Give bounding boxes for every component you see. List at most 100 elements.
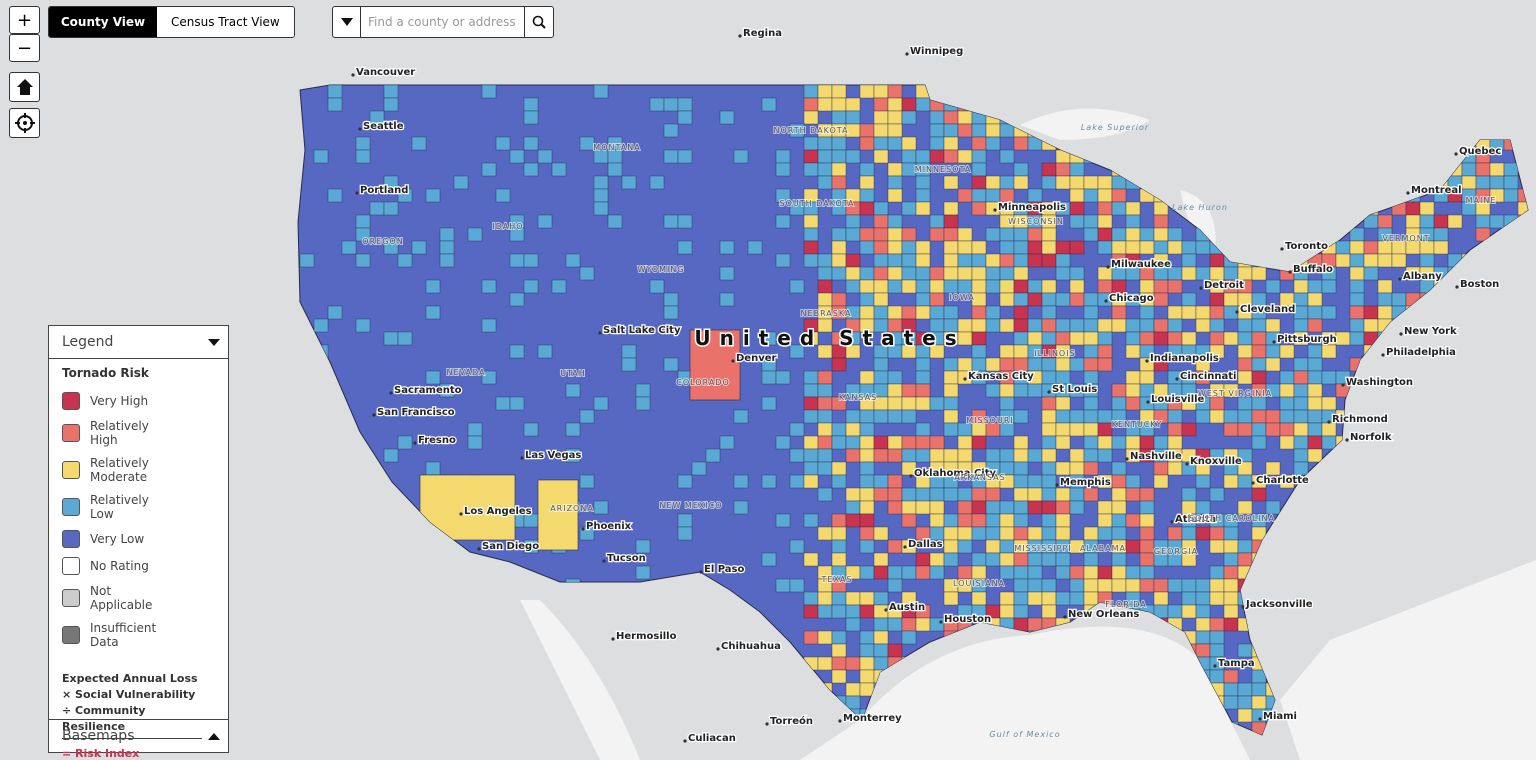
county-cell bbox=[1251, 266, 1267, 281]
search-input[interactable]: Find a county or address bbox=[368, 15, 516, 29]
country-label: United States bbox=[694, 326, 965, 350]
county-cell bbox=[607, 162, 623, 177]
city-dot bbox=[1398, 277, 1402, 281]
county-cell bbox=[1475, 175, 1491, 190]
county-cell bbox=[817, 175, 833, 190]
city-dot bbox=[1145, 359, 1149, 363]
county-cell bbox=[523, 422, 539, 437]
county-cell bbox=[817, 253, 833, 268]
state-label: IOWA bbox=[949, 293, 975, 302]
city-label: Quebec bbox=[1459, 146, 1501, 157]
zoom-out[interactable]: − bbox=[9, 34, 40, 62]
county-cell bbox=[1041, 162, 1057, 177]
county-cell bbox=[943, 526, 959, 541]
county-cell bbox=[1167, 422, 1183, 437]
county-cell bbox=[1153, 591, 1169, 606]
county-cell bbox=[733, 149, 749, 164]
county-cell bbox=[999, 344, 1015, 359]
city-dot bbox=[963, 377, 967, 381]
search-dropdown[interactable] bbox=[333, 7, 361, 37]
state-label: COLORADO bbox=[676, 378, 730, 387]
legend-header[interactable]: Legend bbox=[49, 326, 228, 359]
county-cell bbox=[635, 396, 651, 411]
county-cell bbox=[999, 253, 1015, 268]
county-cell bbox=[803, 396, 819, 411]
county-cell bbox=[817, 136, 833, 151]
state-label: LOUISIANA bbox=[953, 579, 1005, 588]
county-cell bbox=[1209, 643, 1225, 658]
city-label: Seattle bbox=[363, 121, 404, 132]
county-cell bbox=[887, 396, 903, 411]
county-cell bbox=[1027, 227, 1043, 242]
county-cell bbox=[425, 461, 441, 476]
county-cell bbox=[383, 85, 399, 99]
county-cell bbox=[1055, 240, 1071, 255]
county-cell bbox=[1097, 526, 1113, 541]
city-dot bbox=[939, 620, 943, 624]
zoom-in[interactable]: + bbox=[9, 6, 40, 34]
county-cell bbox=[1153, 227, 1169, 242]
county-cell bbox=[1335, 253, 1351, 268]
county-cell bbox=[887, 539, 903, 554]
basemaps-header[interactable]: Basemaps bbox=[49, 719, 228, 752]
county-cell bbox=[803, 552, 819, 567]
county-cell bbox=[845, 253, 861, 268]
tract-view-button[interactable]: Census Tract View bbox=[157, 7, 294, 37]
county-cell bbox=[355, 227, 371, 242]
county-cell bbox=[985, 448, 1001, 463]
city-label: Portland bbox=[360, 185, 408, 196]
county-cell bbox=[845, 97, 861, 112]
county-cell bbox=[1139, 240, 1155, 255]
county-cell bbox=[873, 552, 889, 567]
search-button[interactable] bbox=[524, 7, 553, 37]
county-cell bbox=[859, 292, 875, 307]
county-cell bbox=[733, 500, 749, 515]
city-dot bbox=[993, 208, 997, 212]
county-cell bbox=[915, 175, 931, 190]
county-cell bbox=[1265, 279, 1281, 294]
city-dot bbox=[358, 127, 362, 131]
county-cell bbox=[761, 331, 777, 346]
state-label: ARKANSAS bbox=[954, 473, 1005, 482]
county-cell bbox=[1293, 448, 1309, 463]
locate-button[interactable] bbox=[9, 108, 40, 138]
city-dot bbox=[1341, 383, 1345, 387]
county-cell bbox=[1153, 214, 1169, 229]
home-button[interactable] bbox=[9, 72, 40, 102]
city-dot bbox=[413, 441, 417, 445]
county-cell bbox=[551, 279, 567, 294]
city-label: Philadelphia bbox=[1386, 347, 1456, 358]
county-cell bbox=[803, 591, 819, 606]
county-cell bbox=[1055, 396, 1071, 411]
county-cell bbox=[719, 266, 735, 281]
county-cell bbox=[425, 305, 441, 320]
county-cell bbox=[327, 305, 343, 320]
city-label: Monterrey bbox=[843, 713, 902, 724]
county-cell bbox=[411, 240, 427, 255]
county-cell bbox=[887, 435, 903, 450]
county-view-button[interactable]: County View bbox=[49, 7, 157, 37]
county-cell bbox=[1097, 331, 1113, 346]
county-cell bbox=[369, 110, 385, 125]
city-label: Richmond bbox=[1332, 414, 1388, 425]
county-cell bbox=[1293, 383, 1309, 398]
county-cell bbox=[397, 331, 413, 346]
county-cell bbox=[1251, 396, 1267, 411]
county-cell bbox=[1237, 331, 1253, 346]
county-cell bbox=[341, 240, 357, 255]
city-label: Chicago bbox=[1109, 293, 1154, 304]
county-cell bbox=[1041, 578, 1057, 593]
county-cell bbox=[943, 123, 959, 138]
county-cell bbox=[1027, 292, 1043, 307]
county-cell bbox=[1489, 214, 1505, 229]
county-cell bbox=[1097, 513, 1113, 528]
county-cell bbox=[943, 240, 959, 255]
county-cell bbox=[873, 474, 889, 489]
county-cell bbox=[929, 617, 945, 632]
county-cell bbox=[859, 643, 875, 658]
county-cell bbox=[1223, 409, 1239, 424]
county-cell bbox=[845, 435, 861, 450]
county-cell bbox=[1083, 214, 1099, 229]
county-cell bbox=[1139, 578, 1155, 593]
county-cell bbox=[383, 448, 399, 463]
